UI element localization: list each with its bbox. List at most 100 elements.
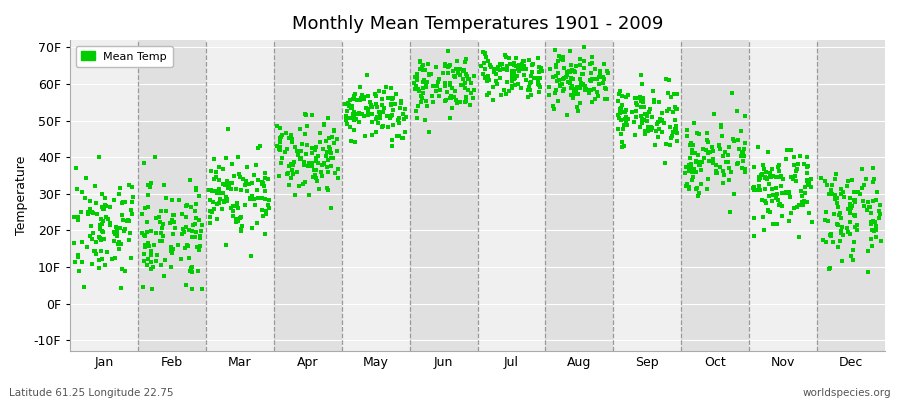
Point: [151, 214, 166, 220]
Point: [202, 187, 217, 193]
Point: [497, 86, 511, 93]
Text: worldspecies.org: worldspecies.org: [803, 388, 891, 398]
Point: [414, 99, 428, 106]
Point: [850, 222, 864, 228]
Point: [678, 170, 692, 176]
Point: [286, 162, 301, 168]
Point: [577, 44, 591, 50]
Point: [188, 215, 202, 222]
Point: [547, 47, 562, 53]
Point: [118, 226, 132, 232]
Point: [543, 92, 557, 98]
Point: [572, 56, 587, 63]
Point: [680, 181, 695, 187]
Point: [543, 66, 557, 72]
Point: [577, 58, 591, 64]
Point: [224, 204, 238, 211]
Point: [463, 101, 477, 108]
Point: [138, 204, 152, 211]
Point: [567, 68, 581, 74]
Point: [643, 106, 657, 113]
Point: [288, 192, 302, 198]
Point: [437, 80, 452, 87]
Point: [272, 146, 286, 152]
Point: [121, 217, 135, 223]
Point: [592, 80, 607, 87]
Point: [329, 136, 344, 142]
Point: [193, 193, 207, 199]
Point: [805, 184, 819, 190]
Y-axis label: Temperature: Temperature: [15, 156, 28, 235]
Point: [644, 123, 659, 130]
Point: [227, 173, 241, 179]
Point: [369, 93, 383, 99]
Point: [284, 175, 298, 181]
Point: [629, 102, 643, 108]
Point: [255, 207, 269, 213]
Point: [346, 92, 361, 99]
Point: [328, 128, 342, 134]
Point: [417, 77, 431, 84]
Point: [476, 49, 491, 55]
Point: [495, 60, 509, 67]
Point: [599, 96, 614, 102]
Point: [766, 221, 780, 227]
Point: [690, 152, 705, 158]
Point: [641, 128, 655, 134]
Point: [177, 228, 192, 235]
Point: [110, 233, 124, 240]
Point: [451, 70, 465, 76]
Point: [381, 124, 395, 130]
Point: [185, 228, 200, 234]
Point: [392, 132, 407, 139]
Bar: [274, 40, 342, 351]
Point: [98, 202, 112, 209]
Point: [422, 128, 436, 135]
Point: [93, 235, 107, 241]
Point: [376, 105, 391, 112]
Point: [480, 74, 494, 80]
Point: [511, 66, 526, 72]
Point: [722, 165, 736, 171]
Point: [388, 101, 402, 108]
Point: [225, 213, 239, 219]
Point: [234, 187, 248, 194]
Point: [310, 178, 324, 184]
Point: [250, 145, 265, 151]
Point: [841, 224, 855, 231]
Point: [114, 285, 129, 291]
Point: [207, 176, 221, 182]
Point: [203, 220, 218, 226]
Point: [532, 82, 546, 88]
Point: [571, 108, 585, 114]
Point: [419, 103, 434, 109]
Point: [176, 225, 190, 232]
Point: [158, 182, 172, 188]
Point: [225, 161, 239, 167]
Point: [868, 234, 883, 240]
Point: [847, 197, 861, 204]
Point: [357, 96, 372, 102]
Point: [669, 125, 683, 131]
Point: [505, 74, 519, 80]
Point: [225, 180, 239, 186]
Point: [525, 62, 539, 68]
Point: [523, 87, 537, 94]
Point: [83, 206, 97, 213]
Point: [479, 74, 493, 80]
Point: [507, 71, 521, 77]
Point: [311, 160, 326, 166]
Point: [416, 79, 430, 86]
Point: [847, 212, 861, 218]
Point: [418, 116, 432, 123]
Point: [824, 182, 839, 188]
Point: [864, 219, 878, 226]
Point: [865, 243, 879, 249]
Point: [598, 85, 613, 91]
Point: [489, 78, 503, 84]
Point: [418, 83, 433, 90]
Point: [309, 167, 323, 174]
Point: [390, 132, 404, 139]
Point: [255, 195, 269, 202]
Point: [555, 56, 570, 63]
